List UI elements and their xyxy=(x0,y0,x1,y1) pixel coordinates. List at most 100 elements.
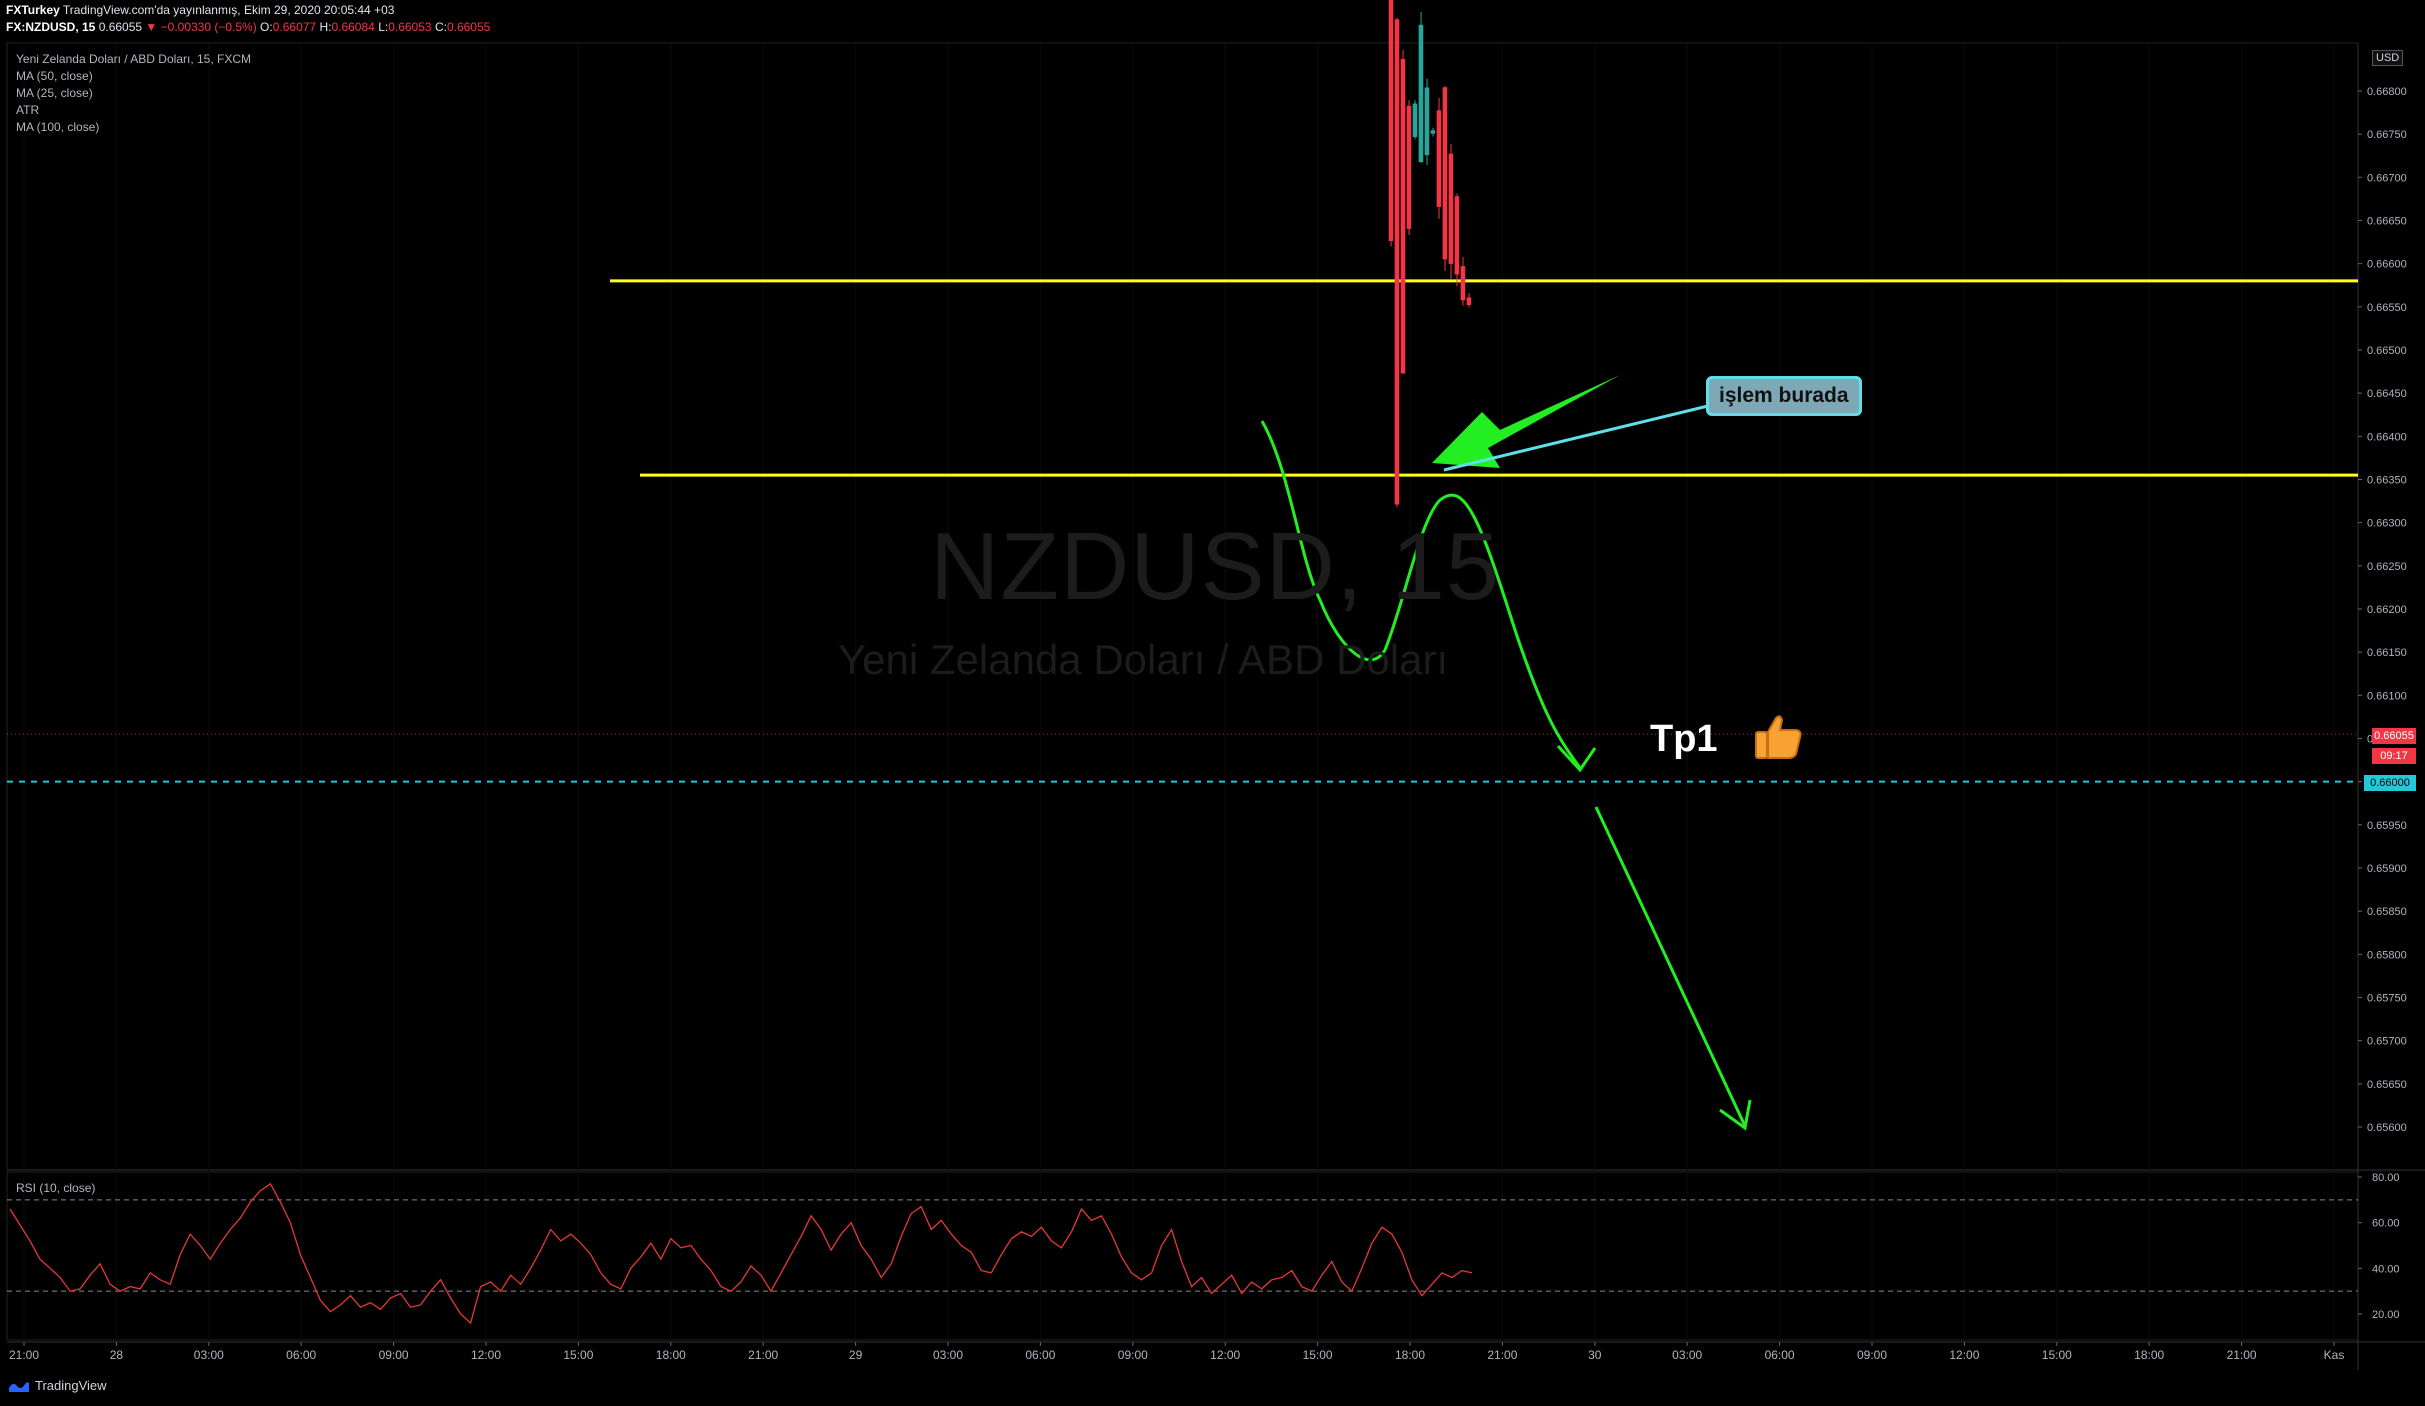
tp1-label[interactable]: Tp1 xyxy=(1650,718,1718,760)
x-tick-label: 21:00 xyxy=(1487,1348,1517,1362)
rsi-pane xyxy=(6,1171,2359,1341)
x-tick-label: Kas xyxy=(2324,1348,2345,1362)
x-tick-label: 18:00 xyxy=(656,1348,686,1362)
candle-body xyxy=(1424,87,1430,156)
ohlc-close: 0.66055 xyxy=(446,20,491,34)
legend-rsi[interactable]: RSI (10, close) xyxy=(16,1181,96,1195)
y-tick-label: 0.66550 xyxy=(2367,302,2407,314)
rsi-tick-label: 20.00 xyxy=(2372,1309,2400,1321)
last-value: 0.66055 xyxy=(98,20,143,34)
projection-line-2 xyxy=(1594,806,1747,1127)
y-tick-label: 0.66450 xyxy=(2367,388,2407,400)
candle-body xyxy=(1394,19,1400,505)
price-pane xyxy=(6,42,2359,1171)
x-tick-label: 12:00 xyxy=(1949,1348,1979,1362)
footer-brand[interactable]: TradingView xyxy=(8,1378,107,1393)
last-price-tag: 0.66055 xyxy=(2372,728,2416,744)
publisher-name[interactable]: FXTurkey xyxy=(6,3,60,17)
x-tick-label: 03:00 xyxy=(1672,1348,1702,1362)
x-tick-label: 21:00 xyxy=(748,1348,778,1362)
legend-ma50[interactable]: MA (50, close) xyxy=(16,69,93,83)
x-tick-label: 21:00 xyxy=(2227,1348,2257,1362)
ohlc-high: 0.66084 xyxy=(331,20,375,34)
legend-atr[interactable]: ATR xyxy=(16,103,40,117)
y-tick-label: 0.66800 xyxy=(2367,86,2407,98)
y-tick-label: 0.65750 xyxy=(2367,993,2407,1005)
x-tick-label: 09:00 xyxy=(379,1348,409,1362)
candle-body xyxy=(1412,103,1418,138)
rsi-tick-label: 40.00 xyxy=(2372,1263,2400,1275)
ohlc-open: 0.66077 xyxy=(272,20,317,34)
y-tick-label: 0.65700 xyxy=(2367,1036,2407,1048)
x-tick-label: 06:00 xyxy=(286,1348,316,1362)
y-tick-label: 0.65950 xyxy=(2367,820,2407,832)
candle-body xyxy=(1442,87,1448,260)
y-tick-label: 0.66200 xyxy=(2367,604,2407,616)
y-tick-label: 0.66500 xyxy=(2367,345,2407,357)
x-tick-label: 15:00 xyxy=(1303,1348,1333,1362)
candle-body xyxy=(1436,110,1442,207)
projection-arrowhead-2 xyxy=(1719,1099,1752,1131)
y-tick-label: 0.65600 xyxy=(2367,1122,2407,1134)
legend-ma25[interactable]: MA (25, close) xyxy=(16,86,93,100)
thumbs-up-icon xyxy=(1755,715,1802,759)
entry-arrow xyxy=(1432,375,1620,468)
y-tick-label: 0.66700 xyxy=(2367,172,2407,184)
watermark-symbol: NZDUSD, 15 xyxy=(930,513,1501,620)
y-tick-label: 0.65900 xyxy=(2367,863,2407,875)
ohlc-low: 0.66053 xyxy=(388,20,432,34)
x-tick-label: 15:00 xyxy=(2042,1348,2072,1362)
candle-body xyxy=(1400,59,1406,374)
candle-body xyxy=(1466,297,1472,306)
x-tick-label: 06:00 xyxy=(1025,1348,1055,1362)
y-tick-label: 0.65850 xyxy=(2367,906,2407,918)
candle-body xyxy=(1430,130,1436,134)
y-tick-label: 0.66150 xyxy=(2367,647,2407,659)
candle-body xyxy=(1454,196,1460,275)
x-tick-label: 15:00 xyxy=(563,1348,593,1362)
ohlc-high-label: H: xyxy=(319,20,332,34)
footer-brand-label: TradingView xyxy=(35,1378,107,1393)
bar-countdown-tag: 09:17 xyxy=(2372,748,2416,764)
ohlc-close-label: C: xyxy=(434,20,447,34)
x-tick-label: 03:00 xyxy=(933,1348,963,1362)
x-tick-label: 09:00 xyxy=(1857,1348,1887,1362)
islem-burada-callout[interactable]: işlem burada xyxy=(1706,376,1862,416)
projection-curve xyxy=(1260,420,1582,769)
x-tick-label: 09:00 xyxy=(1118,1348,1148,1362)
x-tick-label: 29 xyxy=(849,1348,863,1362)
rsi-tick-label: 60.00 xyxy=(2372,1218,2400,1230)
x-tick-label: 12:00 xyxy=(471,1348,501,1362)
ohlc-open-label: O: xyxy=(260,20,273,34)
x-tick-label: 18:00 xyxy=(1395,1348,1425,1362)
y-tick-label: 0.65650 xyxy=(2367,1079,2407,1091)
legend-title[interactable]: Yeni Zelanda Doları / ABD Doları, 15, FX… xyxy=(16,52,251,66)
ohlc-low-label: L: xyxy=(378,20,389,34)
y-tick-label: 0.66350 xyxy=(2367,475,2407,487)
y-tick-label: 0.66100 xyxy=(2367,690,2407,702)
x-tick-label: 12:00 xyxy=(1210,1348,1240,1362)
candle-body xyxy=(1406,105,1412,229)
x-tick-label: 30 xyxy=(1588,1348,1602,1362)
currency-badge[interactable]: USD xyxy=(2372,50,2404,66)
y-tick-label: 0.66250 xyxy=(2367,561,2407,573)
candle-body xyxy=(1460,266,1466,301)
y-tick-label: 0.66400 xyxy=(2367,431,2407,443)
x-tick-label: 06:00 xyxy=(1765,1348,1795,1362)
tradingview-logo-icon xyxy=(9,1381,29,1392)
target-level-tag: 0.66000 xyxy=(2364,775,2416,791)
candle-body xyxy=(1388,0,1394,242)
x-tick-label: 21:00 xyxy=(9,1348,39,1362)
quote-line: FX:NZDUSD, 15 0.66055 ▼ −0.00330 (−0.5%)… xyxy=(6,20,490,34)
change-value: ▼ −0.00330 (−0.5%) xyxy=(145,20,257,34)
candle-body xyxy=(1448,153,1454,264)
published-text: TradingView.com'da yayınlanmış, Ekim 29,… xyxy=(62,3,395,17)
candle-body xyxy=(1418,24,1424,162)
publish-info: FXTurkey TradingView.com'da yayınlanmış,… xyxy=(6,3,394,17)
x-tick-label: 03:00 xyxy=(194,1348,224,1362)
x-tick-label: 28 xyxy=(110,1348,124,1362)
y-tick-label: 0.66600 xyxy=(2367,259,2407,271)
legend-ma100[interactable]: MA (100, close) xyxy=(16,120,100,134)
